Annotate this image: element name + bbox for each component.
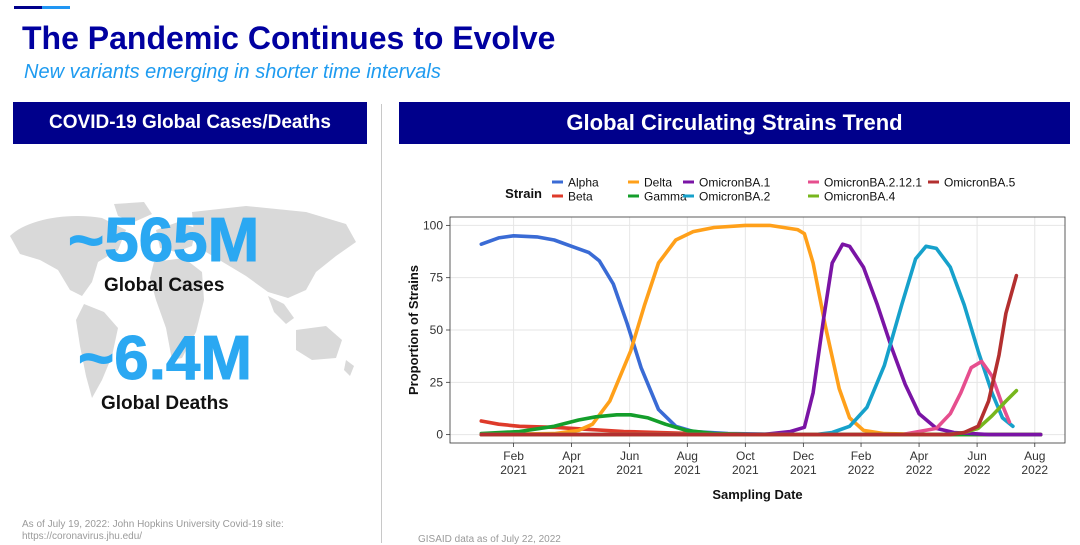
x-tick-label-month: Feb: [503, 449, 524, 463]
x-tick-label-month: Feb: [851, 449, 872, 463]
legend-swatch-omicronba.2.12.1: [808, 180, 819, 184]
x-tick-label-year: 2021: [558, 463, 585, 477]
y-axis-title: Proportion of Strains: [406, 265, 421, 395]
x-tick-label-year: 2021: [616, 463, 643, 477]
legend-swatch-beta: [552, 194, 563, 198]
x-tick-label-year: 2021: [500, 463, 527, 477]
legend-label-beta: Beta: [568, 190, 593, 204]
header-accent-bar-light: [42, 6, 70, 9]
legend-swatch-omicronba.5: [928, 180, 939, 184]
y-tick-label: 75: [430, 271, 444, 285]
x-tick-label-year: 2022: [906, 463, 933, 477]
legend-label-alpha: Alpha: [568, 176, 599, 190]
legend-label-delta: Delta: [644, 176, 672, 190]
x-tick-label-year: 2021: [732, 463, 759, 477]
x-tick-label-year: 2022: [1021, 463, 1048, 477]
y-tick-label: 0: [436, 428, 443, 442]
x-tick-label-year: 2021: [790, 463, 817, 477]
jhu-source-note: As of July 19, 2022: John Hopkins Univer…: [22, 519, 284, 542]
page-subtitle: New variants emerging in shorter time in…: [24, 61, 441, 83]
world-map-image: [10, 202, 356, 398]
legend-swatch-delta: [628, 180, 639, 184]
legend-swatch-omicronba.1: [683, 180, 694, 184]
series-line-omicronba.2.12.1: [479, 359, 1012, 437]
series-line-omicronba.1: [479, 242, 1043, 437]
x-tick-label-month: Apr: [910, 449, 929, 463]
panel-divider: [381, 104, 382, 543]
strains-trend-chart: 0255075100Feb2021Apr2021Jun2021Aug2021Oc…: [406, 176, 1066, 502]
x-tick-label-year: 2022: [964, 463, 991, 477]
x-tick-label-month: Dec: [793, 449, 814, 463]
series-line-delta: [479, 223, 1043, 437]
header-accent-bar-dark: [14, 6, 42, 9]
x-tick-label-month: Apr: [562, 449, 581, 463]
series-line-omicronba.5: [479, 273, 1019, 437]
series-line-omicronba.2: [479, 244, 1015, 437]
x-tick-label-month: Aug: [1024, 449, 1045, 463]
x-tick-label-year: 2022: [848, 463, 875, 477]
x-tick-label-month: Aug: [677, 449, 698, 463]
legend-swatch-alpha: [552, 180, 563, 184]
y-tick-label: 50: [430, 323, 444, 337]
x-tick-label-month: Oct: [736, 449, 755, 463]
x-axis-title: Sampling Date: [712, 487, 802, 502]
x-tick-label-year: 2021: [674, 463, 701, 477]
y-tick-label: 100: [423, 218, 443, 232]
gisaid-source-note: GISAID data as of July 22, 2022: [418, 534, 561, 545]
legend-label-omicronba.2: OmicronBA.2: [699, 190, 771, 204]
legend-swatch-gamma: [628, 194, 639, 198]
legend-title: Strain: [505, 186, 542, 201]
global-cases-value: ~565M: [67, 206, 260, 275]
legend-label-omicronba.1: OmicronBA.1: [699, 176, 771, 190]
right-panel-header: Global Circulating Strains Trend: [399, 102, 1070, 144]
y-tick-label: 25: [430, 375, 444, 389]
global-deaths-value: ~6.4M: [77, 324, 253, 393]
page-title: The Pandemic Continues to Evolve: [22, 20, 556, 56]
legend-label-omicronba.2.12.1: OmicronBA.2.12.1: [824, 176, 922, 190]
legend-label-gamma: Gamma: [644, 190, 687, 204]
global-cases-label: Global Cases: [104, 275, 225, 296]
x-tick-label-month: Jun: [967, 449, 986, 463]
legend-swatch-omicronba.2: [683, 194, 694, 198]
legend-label-omicronba.4: OmicronBA.4: [824, 190, 896, 204]
legend-label-omicronba.5: OmicronBA.5: [944, 176, 1016, 190]
x-tick-label-month: Jun: [620, 449, 639, 463]
legend-swatch-omicronba.4: [808, 194, 819, 198]
left-panel-header: COVID-19 Global Cases/Deaths: [13, 102, 367, 144]
global-deaths-label: Global Deaths: [101, 393, 229, 414]
